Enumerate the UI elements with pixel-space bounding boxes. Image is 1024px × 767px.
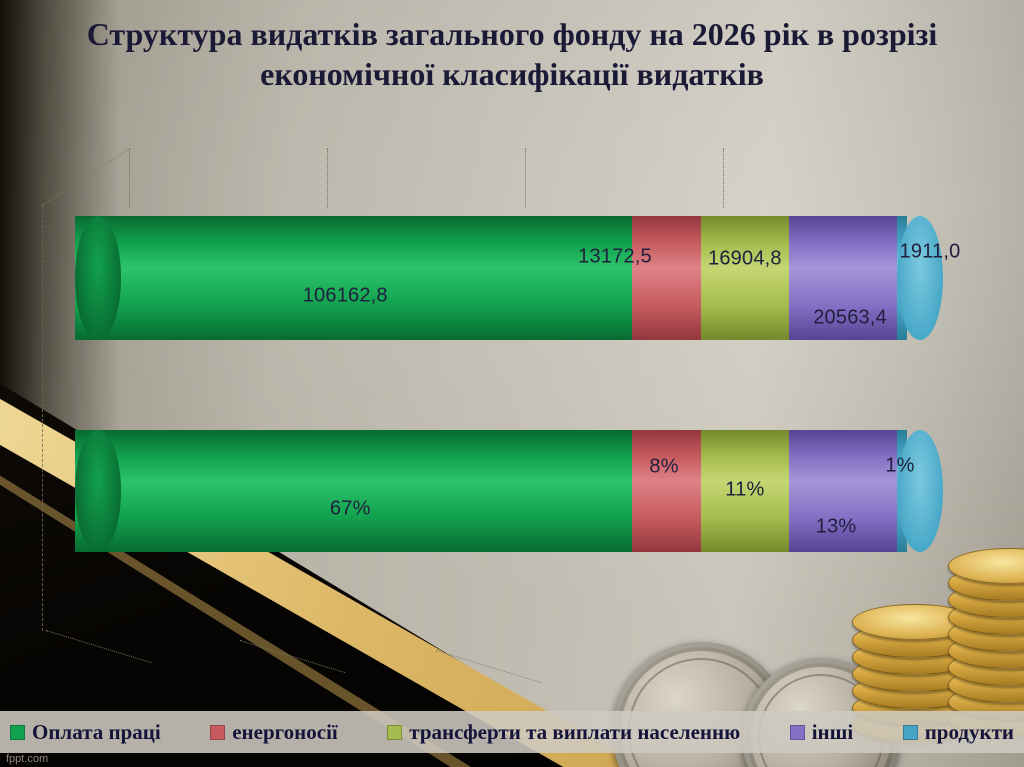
bar-value-label: 8% bbox=[649, 455, 679, 478]
chart-legend: Оплата праці енергоносії трансферти та вип… bbox=[0, 711, 1024, 753]
bar-value-label: 11% bbox=[725, 478, 765, 501]
bar-value-label: 13% bbox=[815, 515, 857, 538]
bar-value-label: 13172,5 bbox=[578, 245, 652, 268]
bar-segment-3 bbox=[700, 216, 790, 340]
cylinder-bar: 106162,8 13172,5 16904,8 20563,4 1911,0 bbox=[75, 216, 960, 340]
legend-swatch bbox=[210, 724, 226, 740]
slide-title: Структура видатків загального фонду на 2… bbox=[86, 16, 938, 93]
chart-gridline bbox=[129, 148, 130, 208]
legend-swatch bbox=[10, 724, 25, 740]
cylinder-bar: 67% 8% 11% 13% 1% bbox=[75, 430, 943, 552]
bar-segment-3 bbox=[700, 430, 790, 552]
cylinder-left-cap bbox=[75, 430, 121, 552]
chart-gridline bbox=[525, 148, 526, 208]
legend-swatch bbox=[789, 724, 805, 740]
bar-value-label: 16904,8 bbox=[708, 247, 782, 270]
legend-item-5: продукти bbox=[902, 719, 1014, 745]
bar-segment-2 bbox=[631, 216, 702, 340]
cylinder-left-cap bbox=[75, 216, 121, 340]
bar-segment-2 bbox=[631, 430, 702, 552]
legend-label: Оплата праці bbox=[32, 719, 161, 744]
legend-label: енергоносії bbox=[232, 719, 338, 744]
bar-segment-4 bbox=[789, 216, 898, 340]
chart-gridline bbox=[723, 148, 724, 208]
cylinder-right-cap bbox=[897, 430, 943, 552]
bar-value-label: 106162,8 bbox=[302, 284, 388, 307]
chart-frame-line bbox=[42, 205, 43, 631]
legend-item-4: інші bbox=[789, 719, 854, 745]
legend-label: продукти bbox=[924, 719, 1014, 744]
bar-value-label: 20563,4 bbox=[813, 306, 887, 329]
bar-segment-4 bbox=[789, 430, 898, 552]
chart-gridline bbox=[327, 148, 328, 208]
bar-segment-1 bbox=[75, 430, 633, 552]
legend-swatch bbox=[387, 724, 403, 740]
bar-value-label: 1% bbox=[885, 454, 915, 477]
legend-swatch bbox=[902, 724, 918, 740]
bar-value-label: 1911,0 bbox=[899, 240, 961, 263]
bar-value-label: 67% bbox=[329, 497, 371, 520]
cylinder-right-cap bbox=[897, 216, 943, 340]
legend-label: трансферти та виплати населенню bbox=[409, 719, 741, 744]
legend-item-3: трансферти та виплати населенню bbox=[387, 720, 740, 745]
watermark: fppt.com bbox=[6, 753, 49, 765]
bar-segment-1 bbox=[75, 216, 633, 340]
legend-item-1: Оплата праці bbox=[10, 720, 161, 745]
legend-item-2: енергоносії bbox=[210, 720, 338, 745]
legend-label: інші bbox=[811, 719, 854, 744]
